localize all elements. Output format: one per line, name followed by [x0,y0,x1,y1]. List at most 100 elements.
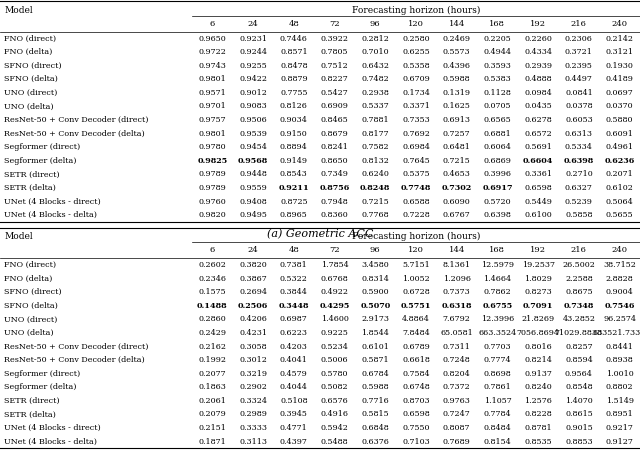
Text: 0.8240: 0.8240 [524,383,552,391]
Text: 12.5979: 12.5979 [481,261,514,269]
Text: 0.5720: 0.5720 [484,198,511,206]
Text: 0.1575: 0.1575 [198,288,226,296]
Text: 0.3593: 0.3593 [483,62,511,70]
Text: 0.9763: 0.9763 [443,397,470,405]
Text: 0.8571: 0.8571 [280,48,308,56]
Text: 26.5002: 26.5002 [563,261,595,269]
Text: 168: 168 [490,20,506,28]
Text: 1.7854: 1.7854 [321,261,348,269]
Text: 0.5082: 0.5082 [321,383,348,391]
Text: 0.7349: 0.7349 [321,170,349,178]
Text: 0.5375: 0.5375 [402,170,430,178]
Text: 0.8756: 0.8756 [319,184,349,192]
Text: 0.1625: 0.1625 [443,102,470,111]
Text: 0.8650: 0.8650 [321,157,348,165]
Text: 0.8543: 0.8543 [280,170,308,178]
Text: 0.2077: 0.2077 [198,370,226,378]
Text: 0.2860: 0.2860 [198,315,226,323]
Text: 0.9495: 0.9495 [239,211,267,219]
Text: 0.6848: 0.6848 [362,424,389,432]
Text: 0.9225: 0.9225 [321,329,349,337]
Text: 21.8269: 21.8269 [522,315,555,323]
Text: 96: 96 [370,246,381,254]
Text: 0.7805: 0.7805 [321,48,348,56]
Text: 0.6913: 0.6913 [443,116,471,124]
Text: 0.5780: 0.5780 [321,370,348,378]
Text: 0.4771: 0.4771 [280,424,308,432]
Text: 0.8951: 0.8951 [606,410,634,419]
Text: 48: 48 [289,246,300,254]
Text: 0.9004: 0.9004 [606,288,634,296]
Text: 0.6909: 0.6909 [321,102,349,111]
Text: 0.6318: 0.6318 [442,302,472,310]
Text: 0.6767: 0.6767 [443,211,470,219]
Text: 0.6565: 0.6565 [484,116,511,124]
Text: 0.6869: 0.6869 [483,157,511,165]
Text: 0.7247: 0.7247 [443,410,470,419]
Text: 0.0435: 0.0435 [524,102,552,111]
Text: 0.8204: 0.8204 [443,370,470,378]
Text: 0.7861: 0.7861 [484,383,511,391]
Text: 0.0841: 0.0841 [565,89,593,97]
Text: 0.3113: 0.3113 [239,438,267,446]
Text: 0.6053: 0.6053 [565,116,593,124]
Text: 0.4206: 0.4206 [239,315,267,323]
Text: 1.8544: 1.8544 [362,329,389,337]
Text: 0.6755: 0.6755 [483,302,513,310]
Text: 0.6598: 0.6598 [402,410,430,419]
Text: 2.8828: 2.8828 [606,275,634,283]
Text: 0.9244: 0.9244 [239,48,267,56]
Text: 0.4497: 0.4497 [565,75,593,83]
Text: 0.6604: 0.6604 [523,157,554,165]
Text: 0.7645: 0.7645 [402,157,430,165]
Text: 0.8679: 0.8679 [321,130,348,138]
Text: 0.9137: 0.9137 [524,370,552,378]
Text: 0.9448: 0.9448 [239,170,267,178]
Text: 0.7748: 0.7748 [401,184,431,192]
Text: 0.5070: 0.5070 [360,302,390,310]
Text: 0.6917: 0.6917 [482,184,513,192]
Text: 0.7103: 0.7103 [402,438,430,446]
Text: 0.9454: 0.9454 [239,143,267,151]
Text: 0.8594: 0.8594 [565,356,593,364]
Text: 0.7482: 0.7482 [362,75,389,83]
Text: 43.2852: 43.2852 [563,315,595,323]
Text: 0.6398: 0.6398 [483,211,511,219]
Text: 0.8441: 0.8441 [605,342,634,351]
Text: 0.4653: 0.4653 [443,170,470,178]
Text: 0.8241: 0.8241 [321,143,349,151]
Text: 0.1488: 0.1488 [197,302,228,310]
Text: ResNet-50 + Conv Decoder (delta): ResNet-50 + Conv Decoder (delta) [4,130,145,138]
Text: SETR (delta): SETR (delta) [4,410,56,419]
Text: 0.0705: 0.0705 [484,102,511,111]
Text: 0.7692: 0.7692 [402,130,430,138]
Text: 0.7546: 0.7546 [604,302,635,310]
Text: 0.4888: 0.4888 [524,75,552,83]
Text: Model: Model [4,6,33,14]
Text: 0.7862: 0.7862 [484,288,511,296]
Text: 0.8802: 0.8802 [606,383,634,391]
Text: 0.8314: 0.8314 [362,275,389,283]
Text: 0.6768: 0.6768 [321,275,348,283]
Text: 0.4044: 0.4044 [280,383,308,391]
Text: 1.4600: 1.4600 [321,315,349,323]
Text: 0.1734: 0.1734 [402,89,430,97]
Text: 0.3058: 0.3058 [239,342,267,351]
Text: SFNO (delta): SFNO (delta) [4,302,58,310]
Text: 0.6064: 0.6064 [483,143,511,151]
Text: 0.6618: 0.6618 [402,356,430,364]
Text: 0.9083: 0.9083 [239,102,267,111]
Text: 4.8864: 4.8864 [402,315,430,323]
Text: 0.8879: 0.8879 [280,75,308,83]
Text: 0.4397: 0.4397 [280,438,308,446]
Text: 19.2537: 19.2537 [522,261,555,269]
Text: 0.2395: 0.2395 [565,62,593,70]
Text: 0.4922: 0.4922 [321,288,349,296]
Text: 0.3121: 0.3121 [605,48,634,56]
Text: 0.9789: 0.9789 [198,170,226,178]
Text: 0.2079: 0.2079 [198,410,226,419]
Text: 0.7248: 0.7248 [443,356,470,364]
Text: 0.6987: 0.6987 [280,315,308,323]
Text: 1.2096: 1.2096 [443,275,471,283]
Text: 0.6881: 0.6881 [484,130,511,138]
